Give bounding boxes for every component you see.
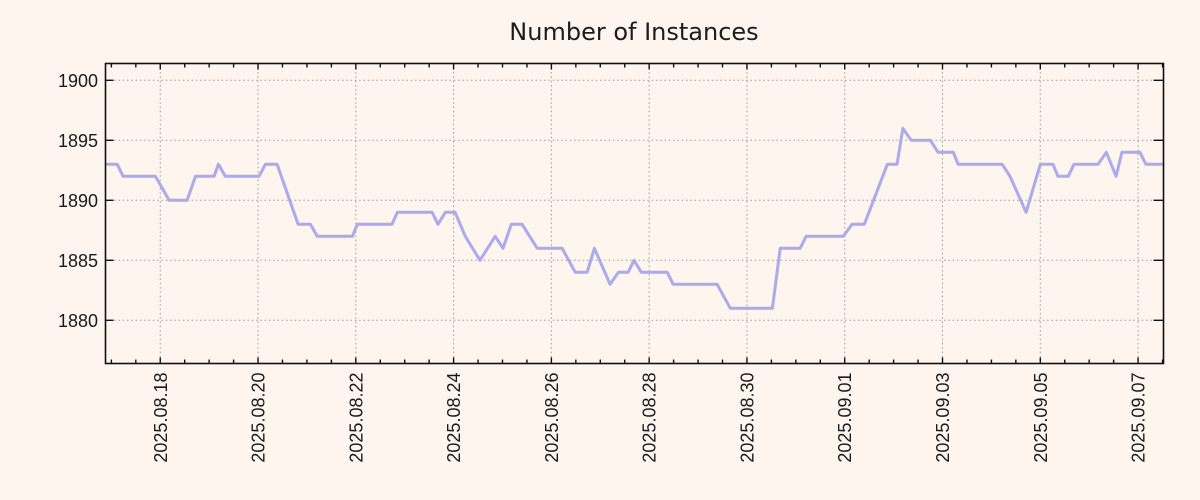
chart-title: Number of Instances: [509, 18, 758, 46]
y-tick-label: 1895: [58, 131, 98, 151]
x-tick-label: 2025.08.26: [542, 373, 562, 463]
y-tick-label: 1900: [58, 71, 98, 91]
y-tick-label: 1880: [58, 311, 98, 331]
x-tick-label: 2025.08.24: [444, 373, 464, 463]
x-tick-label: 2025.09.05: [1031, 373, 1051, 463]
x-tick-label: 2025.08.18: [151, 373, 171, 463]
x-tick-label: 2025.08.22: [346, 373, 366, 463]
x-tick-label: 2025.08.20: [249, 373, 269, 463]
plot-border: [104, 62, 1165, 365]
x-axis-labels: 2025.08.18 2025.08.20 2025.08.22 2025.08.24…: [151, 373, 1149, 463]
y-tick-label: 1885: [58, 251, 98, 271]
x-tick-label: 2025.09.01: [835, 373, 855, 463]
x-tick-label: 2025.08.30: [737, 373, 757, 463]
x-tick-label: 2025.09.03: [933, 373, 953, 463]
y-tick-label: 1890: [58, 191, 98, 211]
x-tick-label: 2025.08.28: [640, 373, 660, 463]
instances-series-line: [105, 126, 1163, 310]
y-axis-labels: 1880 1885 1890 1895 1900: [58, 71, 98, 331]
x-tick-label: 2025.09.07: [1129, 373, 1149, 463]
